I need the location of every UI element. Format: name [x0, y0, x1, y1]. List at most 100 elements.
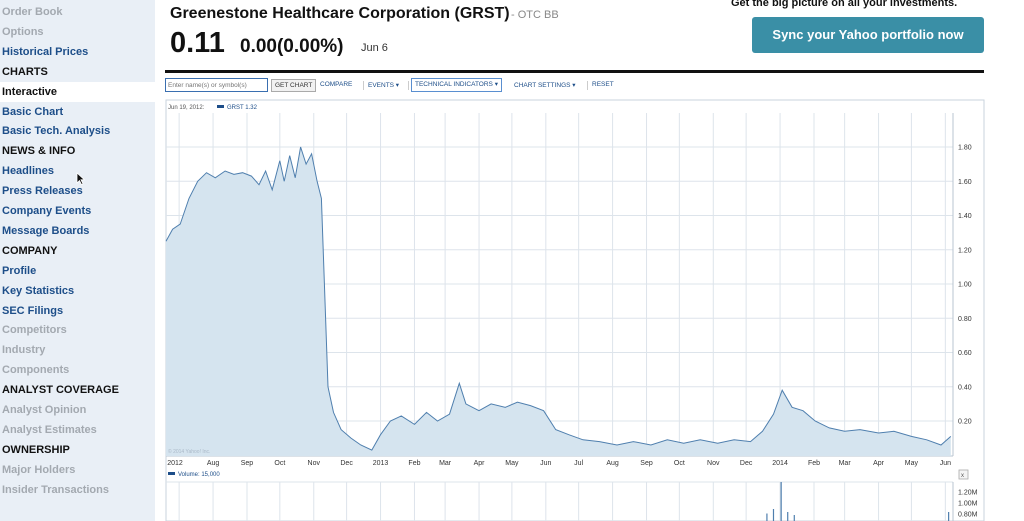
chart-settings-menu[interactable]: CHART SETTINGS ▾ [514, 82, 576, 89]
sidebar-item-major-holders[interactable]: Major Holders [2, 463, 76, 476]
price-line [165, 146, 952, 451]
sidebar-item-charts: CHARTS [2, 65, 48, 78]
volume-bars [766, 482, 950, 521]
x-tick-label: Oct [674, 460, 685, 467]
x-tick-label: May [905, 460, 919, 467]
sidebar-item-competitors[interactable]: Competitors [2, 324, 67, 337]
chart-toolbar: GET CHART COMPARE EVENTS ▾ TECHNICAL IND… [165, 78, 984, 94]
x-tick-label: Sep [640, 460, 653, 467]
y-tick-label: 0.60 [958, 350, 972, 357]
promo-text: Get the big picture on all your investme… [731, 0, 958, 9]
y-tick-label: 0.20 [958, 419, 972, 426]
watermark: © 2014 Yahoo! Inc. [168, 448, 210, 455]
y-tick-label: 0.80 [958, 316, 972, 323]
sidebar-item-analyst-coverage: ANALYST COVERAGE [2, 384, 119, 397]
x-tick-label: Jun [940, 460, 951, 467]
x-tick-label: Jun [540, 460, 551, 467]
x-tick-label: 2013 [373, 460, 389, 467]
sidebar-item-basic-chart[interactable]: Basic Chart [2, 105, 64, 118]
x-tick-label: Apr [873, 460, 885, 467]
header-divider [165, 70, 984, 73]
sidebar-item-basic-tech-analysis[interactable]: Basic Tech. Analysis [2, 125, 111, 138]
x-tick-label: Apr [474, 460, 486, 467]
legend-swatch [217, 105, 224, 108]
volume-grid [166, 481, 954, 521]
sidebar-item-analyst-opinion[interactable]: Analyst Opinion [2, 404, 87, 416]
company-title: Greenestone Healthcare Corporation (GRST… [170, 5, 510, 22]
sidebar-item-company-events[interactable]: Company Events [2, 205, 92, 217]
x-tick-label: Dec [740, 460, 753, 467]
chart-legend: Jun 19, 2012: GRST 1.32 [168, 105, 258, 111]
x-tick-label: 2012 [167, 460, 183, 467]
x-tick-label: Mar [839, 460, 852, 467]
price-change: 0.00(0.00%) [240, 36, 344, 57]
sidebar-item-message-boards[interactable]: Message Boards [2, 224, 90, 237]
sidebar-item-ownership: OWNERSHIP [2, 443, 70, 456]
compare-link[interactable]: COMPARE [320, 81, 353, 88]
sidebar-item-industry[interactable]: Industry [2, 344, 46, 357]
reset-link[interactable]: RESET [592, 81, 614, 88]
y-axis: 1.80 1.60 1.40 1.20 1.00 0.80 0.60 0.40 0.20 [958, 145, 972, 426]
price-area [166, 147, 951, 456]
get-chart-button[interactable]: GET CHART [271, 79, 317, 92]
legend-series: GRST 1.32 [227, 105, 258, 111]
volume-tick-label: 1.00M [958, 501, 978, 508]
x-tick-label: Dec [340, 460, 353, 467]
sidebar-item-options[interactable]: Options [2, 25, 44, 38]
collapse-icon: x [961, 473, 964, 479]
sync-portfolio-button[interactable]: Sync your Yahoo portfolio now [752, 17, 984, 53]
sidebar-item-key-statistics[interactable]: Key Statistics [2, 284, 75, 297]
x-tick-label: Aug [207, 460, 220, 467]
events-menu[interactable]: EVENTS ▾ [368, 82, 400, 89]
x-tick-label: Jul [574, 460, 583, 467]
toolbar-separator [587, 81, 588, 90]
exchange-label: - OTC BB [511, 9, 559, 21]
x-tick-label: Mar [439, 460, 452, 467]
volume-axis: 1.20M 1.00M 0.80M [958, 490, 978, 519]
volume-legend-swatch [168, 472, 175, 475]
x-tick-label: Feb [808, 460, 820, 467]
sidebar-item-sec-filings[interactable]: SEC Filings [2, 304, 64, 317]
sidebar-item-headlines[interactable]: Headlines [2, 165, 54, 178]
sidebar-item-analyst-estimates[interactable]: Analyst Estimates [2, 423, 97, 436]
y-tick-label: 1.40 [958, 213, 972, 220]
last-price: 0.11 [170, 27, 225, 59]
volume-legend: Volume: 15,000 [178, 472, 220, 478]
sidebar-item-company: COMPANY [2, 244, 58, 257]
toolbar-separator [408, 81, 409, 90]
quote-date: Jun 6 [361, 42, 388, 54]
toolbar-separator [363, 81, 364, 90]
volume-tick-label: 0.80M [958, 512, 978, 519]
x-tick-label: Aug [606, 460, 619, 467]
volume-tick-label: 1.20M [958, 490, 978, 497]
y-tick-label: 1.20 [958, 247, 972, 254]
technical-indicators-menu[interactable]: TECHNICAL INDICATORS ▾ [411, 78, 502, 92]
x-tick-label: Nov [707, 460, 720, 467]
x-tick-label: 2014 [772, 460, 788, 467]
x-tick-label: May [505, 460, 519, 467]
x-tick-label: Nov [308, 460, 321, 467]
sidebar-item-components[interactable]: Components [2, 364, 70, 377]
y-tick-label: 1.80 [958, 145, 972, 152]
sidebar-item-news-info: NEWS & INFO [2, 145, 76, 158]
sidebar-item-profile[interactable]: Profile [2, 264, 37, 277]
volume-collapse-button[interactable] [958, 469, 969, 480]
x-tick-label: Feb [408, 460, 420, 467]
y-tick-label: 1.00 [958, 282, 972, 289]
sidebar-item-order-book[interactable]: Order Book [2, 6, 63, 18]
x-tick-label: Sep [241, 460, 254, 467]
sidebar-item-insider-transactions[interactable]: Insider Transactions [2, 483, 109, 496]
x-axis: 2012 Aug Sep Oct Nov Dec 2013 Feb Mar Apr May Jun Ju… [167, 460, 951, 467]
sidebar-item-interactive[interactable]: Interactive [0, 81, 155, 102]
sidebar: Order Book Options Historical Prices CHARTS… [0, 0, 155, 521]
x-tick-label: Oct [274, 460, 285, 467]
y-tick-label: 0.40 [958, 384, 972, 391]
legend-date: Jun 19, 2012: [168, 105, 205, 111]
sidebar-item-press-releases[interactable]: Press Releases [2, 185, 83, 198]
y-tick-label: 1.60 [958, 179, 972, 186]
symbol-input[interactable] [165, 78, 268, 92]
sidebar-item-historical-prices[interactable]: Historical Prices [2, 45, 89, 58]
mouse-cursor-icon [76, 172, 86, 186]
